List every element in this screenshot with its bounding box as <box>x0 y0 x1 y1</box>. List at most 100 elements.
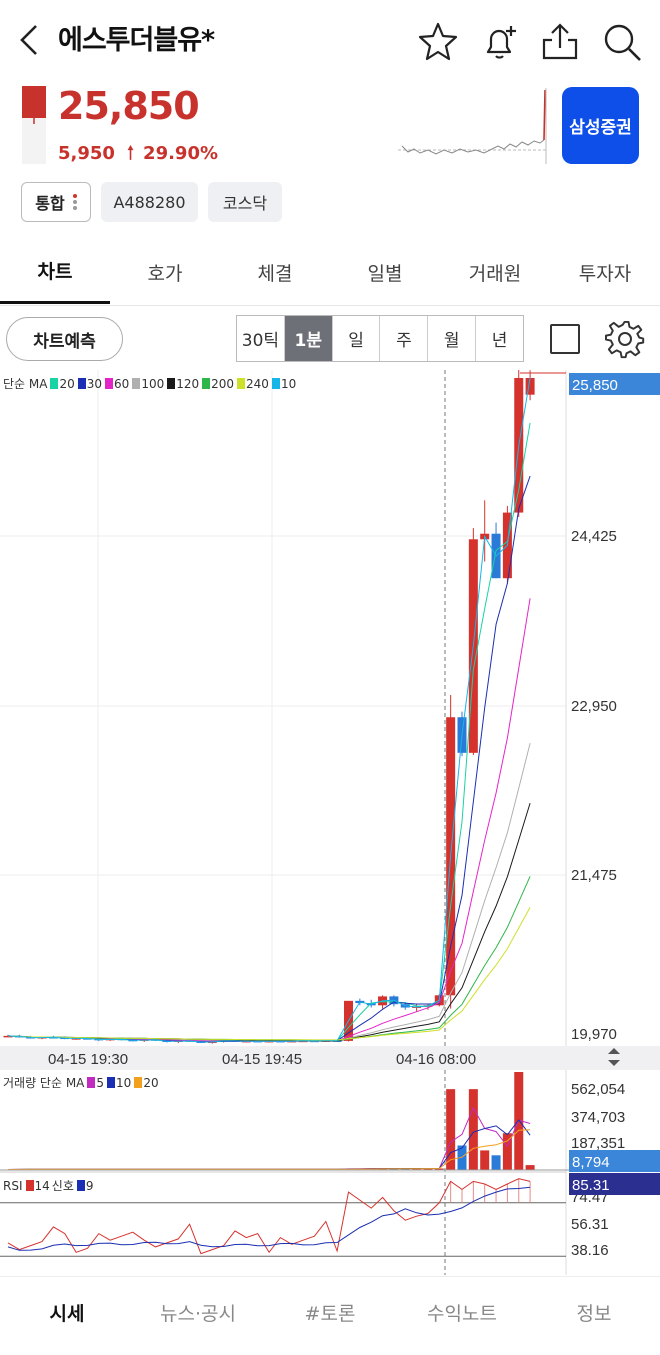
ma120-label: 120 <box>176 376 200 391</box>
tab-trades[interactable]: 체결 <box>257 262 293 285</box>
nav-profit-note[interactable]: 수익노트 <box>427 1303 497 1325</box>
change-rate: 29.90% <box>143 143 219 164</box>
volume-bar <box>457 1145 467 1170</box>
ma20-swatch <box>50 378 59 389</box>
nav-quote[interactable]: 시세 <box>49 1303 85 1325</box>
rsi-swatch <box>25 1180 34 1191</box>
rsi-period-label: 14 <box>34 1178 50 1193</box>
period-selector: 30틱 1분 일 주 월 년 <box>236 315 524 362</box>
tab-orderbook[interactable]: 호가 <box>147 262 183 285</box>
price-change: 5,950 🠑 29.90% <box>58 141 218 171</box>
chart-canvas[interactable]: 24,425 22,950 21,475 19,970 25,850 04-15 19:3… <box>0 361 660 1275</box>
ma60-swatch <box>105 378 114 389</box>
volume-bar <box>525 1165 535 1170</box>
bell-add-icon[interactable] <box>478 20 522 64</box>
ma100-swatch <box>132 378 141 389</box>
current-volume-tag <box>569 1150 660 1172</box>
rsi-signal-swatch <box>76 1180 85 1191</box>
rsi-legend-label: RSI <box>3 1178 23 1193</box>
volume-bar <box>434 1168 444 1170</box>
chart-predict-button[interactable]: 차트예측 <box>6 317 123 361</box>
price-axis-label: 21,475 <box>571 867 617 884</box>
volume-bar <box>423 1168 433 1170</box>
time-axis-label: 04-16 08:00 <box>396 1051 476 1068</box>
broker-button[interactable]: 삼성증권 <box>562 87 639 164</box>
share-icon[interactable] <box>538 20 582 64</box>
detail-tabs: 차트 호가 체결 일별 거래원 투자자 <box>0 240 660 306</box>
time-axis-band <box>0 1046 660 1070</box>
price-axis-label: 19,970 <box>571 1026 617 1043</box>
rsi-signal-line <box>7 1186 531 1251</box>
tab-daily[interactable]: 일별 <box>367 262 403 285</box>
ma10-swatch <box>271 378 280 389</box>
ma30-label: 30 <box>86 376 103 391</box>
time-axis-label: 04-15 19:45 <box>222 1051 302 1068</box>
stock-chart[interactable]: 24,425 22,950 21,475 19,970 25,850 04-15 19:3… <box>0 361 660 1275</box>
ma30-swatch <box>77 378 86 389</box>
market-type-label: 통합 <box>35 194 65 213</box>
ma10-label: 10 <box>280 376 297 391</box>
change-amount: 5,950 <box>58 143 115 164</box>
tab-brokers[interactable]: 거래원 <box>468 262 522 285</box>
period-month[interactable]: 월 <box>428 316 477 361</box>
candle-body <box>525 378 535 395</box>
vma5-label: 5 <box>96 1075 105 1090</box>
ma200-swatch <box>202 378 211 389</box>
period-year[interactable]: 년 <box>491 331 508 351</box>
ma-line <box>7 377 531 1043</box>
app-header: 에스투더블유* <box>0 0 660 80</box>
vma10-label: 10 <box>116 1075 132 1090</box>
scroll-up-arrow <box>608 1048 620 1054</box>
back-icon[interactable] <box>14 20 46 60</box>
star-icon[interactable] <box>416 20 460 64</box>
ma-legend-label: 단순 MA <box>3 377 48 391</box>
ma120-swatch <box>167 378 176 389</box>
ma100-label: 100 <box>141 376 165 391</box>
nav-info[interactable]: 정보 <box>576 1303 612 1325</box>
ma240-label: 240 <box>246 376 269 391</box>
current-price: 25,850 <box>58 84 200 128</box>
checkbox-icon[interactable] <box>550 324 580 354</box>
volume-legend: 거래량 단순 MA 5 10 20 <box>3 1074 159 1091</box>
period-week[interactable]: 주 <box>380 316 429 361</box>
period-1min[interactable]: 1분 <box>284 316 333 361</box>
ma-line <box>7 906 531 1041</box>
more-vertical-icon <box>72 194 77 210</box>
period-day[interactable]: 일 <box>333 316 381 361</box>
current-rsi-tag <box>569 1173 660 1195</box>
rsi-line <box>7 1178 531 1255</box>
exchange-tag: 코스닥 <box>208 182 282 222</box>
ma240-swatch <box>237 378 246 389</box>
up-arrow-icon: 🠑 <box>127 143 134 164</box>
time-axis-label: 04-15 19:30 <box>48 1051 128 1068</box>
period-30tick[interactable]: 30틱 <box>237 316 285 361</box>
scroll-down-arrow <box>608 1060 620 1066</box>
rsi-axis-label: 56.31 <box>571 1216 609 1233</box>
rsi-axis-label: 38.16 <box>571 1242 609 1259</box>
stock-title: 에스투더블유* <box>58 25 215 56</box>
current-rsi-axis-label: 85.31 <box>572 1177 610 1194</box>
vma5-swatch <box>87 1077 96 1088</box>
volume-axis-label: 562,054 <box>571 1081 625 1098</box>
day-candle-icon <box>22 86 46 164</box>
nav-news[interactable]: 뉴스·공시 <box>160 1303 236 1325</box>
candle-body <box>3 1035 13 1038</box>
volume-bar <box>468 1089 478 1170</box>
gear-icon[interactable] <box>604 318 646 360</box>
volume-bar <box>491 1155 501 1170</box>
search-icon[interactable] <box>600 20 644 64</box>
volume-legend-label: 거래량 단순 MA <box>3 1076 85 1090</box>
tab-chart[interactable]: 차트 <box>0 240 110 304</box>
volume-bar <box>412 1168 422 1170</box>
current-price-tag <box>569 373 660 395</box>
volume-bar <box>502 1133 512 1170</box>
price-axis-label: 24,425 <box>571 528 617 545</box>
ma60-label: 60 <box>114 376 130 391</box>
volume-bar <box>480 1150 490 1170</box>
volume-bar <box>446 1089 456 1170</box>
rsi-signal-label: 신호 <box>51 1179 74 1193</box>
rsi-signal-value: 9 <box>85 1178 94 1193</box>
tab-investors[interactable]: 투자자 <box>578 262 632 285</box>
market-type-tag[interactable]: 통합 <box>21 182 91 222</box>
nav-discussion[interactable]: #토론 <box>304 1303 356 1325</box>
